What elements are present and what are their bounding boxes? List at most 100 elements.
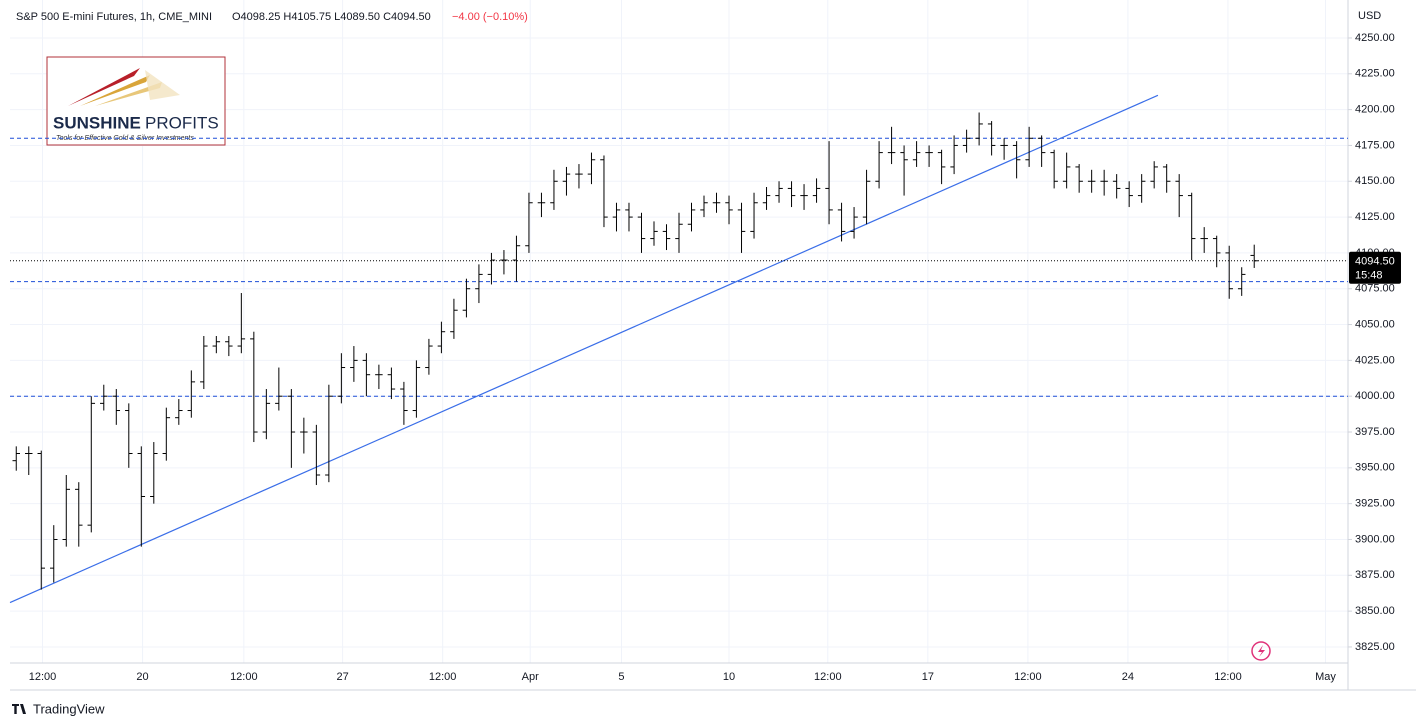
ohlc-bar	[112, 389, 121, 425]
logo: SUNSHINE PROFITS Tools for Effective Gol…	[46, 56, 226, 146]
ohlc-bar	[850, 207, 858, 239]
ohlc-bar	[637, 212, 646, 253]
ohlc-bar	[1075, 164, 1083, 193]
last-price-box	[1349, 251, 1401, 284]
ohlc-bar	[62, 475, 71, 547]
ohlc-bar	[1162, 164, 1171, 193]
ohlc-bar	[1137, 174, 1146, 203]
ohlc-bar	[525, 192, 533, 253]
logo-ray	[80, 75, 150, 106]
x-tick-label: 12:00	[29, 671, 57, 683]
ohlc-bar	[587, 152, 596, 185]
logo-name: SUNSHINE	[53, 113, 141, 132]
ohlc-bar	[800, 184, 808, 210]
y-tick-label: 3975.00	[1355, 426, 1395, 438]
x-tick-label: 24	[1122, 671, 1134, 683]
ohlc-bar	[25, 446, 33, 476]
ohlc-bar	[1125, 181, 1133, 208]
ohlc-bar	[825, 141, 833, 225]
ohlc-bar	[550, 169, 558, 210]
currency: USD	[1358, 10, 1381, 22]
y-tick-label: 4050.00	[1355, 318, 1395, 330]
ohlc-bar	[1200, 227, 1208, 253]
ohlc-bar	[700, 195, 708, 218]
ohlc-bar	[1012, 141, 1021, 179]
trend-line	[9, 94, 1159, 604]
ohlc-bar	[725, 195, 733, 225]
ohlc-bar	[12, 446, 21, 471]
ohlc-bar	[975, 112, 983, 146]
y-tick-label: 3925.00	[1355, 498, 1395, 510]
ohlc-bar	[1112, 174, 1121, 199]
ohlc-bar	[812, 178, 821, 203]
footer-brand: TradingView	[33, 701, 105, 716]
ohlc-bar	[787, 181, 796, 208]
ohlc-bar	[200, 336, 208, 390]
ohlc-bar	[675, 212, 683, 253]
ohlc-bar	[650, 221, 658, 246]
ohlc-bar	[962, 129, 971, 153]
ohlc-bar	[487, 252, 496, 285]
ohlc-bar	[1225, 245, 1233, 299]
ohlc-bar	[162, 407, 171, 461]
ohlc-bar	[762, 186, 771, 210]
ohlc-bar	[862, 169, 871, 225]
ohlc-bar	[287, 389, 296, 468]
ohlc-bar	[237, 293, 246, 354]
symbol-title: S&P 500 E-mini Futures, 1h, CME_MINI	[16, 11, 212, 23]
ohlc-bar	[987, 121, 996, 156]
tv-icon	[12, 704, 26, 714]
ohlc-bar	[75, 482, 83, 547]
ohlc-bar	[1237, 267, 1246, 296]
ohlc-bar	[1050, 149, 1058, 189]
y-tick-label: 3900.00	[1355, 533, 1395, 545]
logo-ray	[68, 68, 140, 106]
ohlc-bar	[562, 166, 571, 196]
y-tick-label: 3850.00	[1355, 605, 1395, 617]
ohlc-bar	[612, 202, 621, 232]
x-tick-label: 10	[723, 671, 735, 683]
ohlc-bar	[250, 331, 258, 443]
ohlc-bar	[150, 442, 158, 504]
ohlc-bar	[100, 384, 108, 411]
lightning-icon[interactable]	[1251, 641, 1271, 661]
ohlc-bar	[900, 145, 908, 196]
x-tick-label: Apr	[522, 671, 539, 683]
y-tick-label: 4025.00	[1355, 354, 1395, 366]
ohlc-bar	[875, 141, 883, 189]
ohlc-bar	[1025, 126, 1033, 167]
ohlc-bar	[887, 126, 896, 165]
change-value: −4.00 (−0.10%)	[452, 11, 528, 23]
ohlc-bar	[687, 202, 696, 232]
ohlc-bar	[575, 164, 583, 189]
ohlc-bar	[137, 446, 146, 547]
ohlc-bar	[1062, 152, 1071, 189]
ohlc-bar	[1250, 244, 1258, 268]
x-tick-label: 12:00	[230, 671, 258, 683]
countdown: 15:48	[1355, 270, 1383, 282]
ohlc-bar	[225, 336, 233, 357]
ohlc-bar	[387, 367, 396, 400]
y-tick-label: 4200.00	[1355, 104, 1395, 116]
ohlc-bar	[50, 525, 58, 583]
ohlc-bar	[500, 250, 508, 275]
ohlc-bar	[412, 360, 421, 418]
ohlc-values: O4098.25 H4105.75 L4089.50 C4094.50	[232, 11, 431, 23]
y-tick-label: 4175.00	[1355, 139, 1395, 151]
y-tick-label: 3825.00	[1355, 641, 1395, 653]
y-tick-label: 3950.00	[1355, 462, 1395, 474]
ohlc-bar	[912, 141, 921, 167]
x-tick-label: 27	[336, 671, 348, 683]
ohlc-bar	[125, 403, 133, 468]
x-tick-label: 12:00	[429, 671, 457, 683]
y-tick-label: 4075.00	[1355, 283, 1395, 295]
ohlc-bar	[175, 399, 183, 425]
ohlc-bar	[837, 202, 846, 242]
ohlc-bar	[450, 298, 458, 339]
ohlc-bar	[925, 145, 933, 167]
ohlc-bar	[462, 278, 471, 318]
ohlc-bar	[600, 155, 608, 228]
ohlc-bar	[1000, 138, 1008, 160]
